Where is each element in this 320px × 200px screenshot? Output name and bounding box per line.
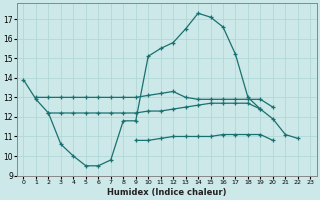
X-axis label: Humidex (Indice chaleur): Humidex (Indice chaleur) <box>107 188 227 197</box>
